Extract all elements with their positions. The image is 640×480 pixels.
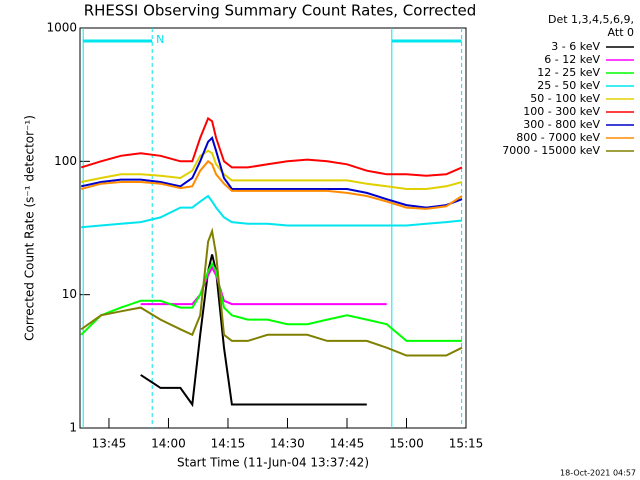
night-label: N (156, 33, 164, 46)
x-tick-label: 14:45 (330, 437, 365, 451)
series-line (81, 194, 463, 229)
series-line (80, 261, 462, 342)
series-line (140, 254, 367, 408)
y-tick-label: 1 (69, 421, 77, 435)
y-tick-label: 10 (62, 287, 77, 301)
legend-label: 7000 - 15000 keV (502, 144, 600, 157)
legend-header: Det 1,3,4,5,6,9, (548, 13, 634, 26)
y-tick-label: 1000 (46, 21, 77, 35)
series-line (80, 116, 463, 177)
series-line (80, 136, 463, 209)
legend-label: 12 - 25 keV (537, 66, 600, 79)
legend-label: 25 - 50 keV (537, 79, 600, 92)
series-line (80, 159, 463, 210)
series-line (80, 227, 463, 357)
chart-title: RHESSI Observing Summary Count Rates, Co… (84, 2, 477, 20)
x-axis-label: Start Time (11-Jun-04 13:37:42) (177, 456, 369, 470)
plot-frame (79, 27, 467, 429)
legend-label: 300 - 800 keV (523, 118, 600, 131)
x-tick-label: 14:30 (270, 437, 305, 451)
x-tick-label: 13:45 (92, 437, 127, 451)
legend-label: 3 - 6 keV (551, 40, 600, 53)
legend-label: 800 - 7000 keV (516, 131, 600, 144)
legend-label: 6 - 12 keV (544, 53, 600, 66)
x-tick-label: 14:15 (211, 437, 246, 451)
legend-header: Att 0 (608, 26, 634, 39)
series-line (81, 149, 463, 190)
x-tick-label: 15:00 (389, 437, 424, 451)
x-tick-label: 14:00 (151, 437, 186, 451)
series-line (140, 265, 387, 306)
legend-label: 100 - 300 keV (523, 105, 600, 118)
legend-label: 50 - 100 keV (530, 92, 600, 105)
footer: 18-Oct-2021 04:57 (560, 469, 636, 478)
y-tick-label: 100 (54, 154, 77, 168)
y-axis-label: Corrected Count Rate (s⁻¹ detector⁻¹) (23, 115, 37, 341)
x-tick-label: 15:15 (449, 437, 484, 451)
